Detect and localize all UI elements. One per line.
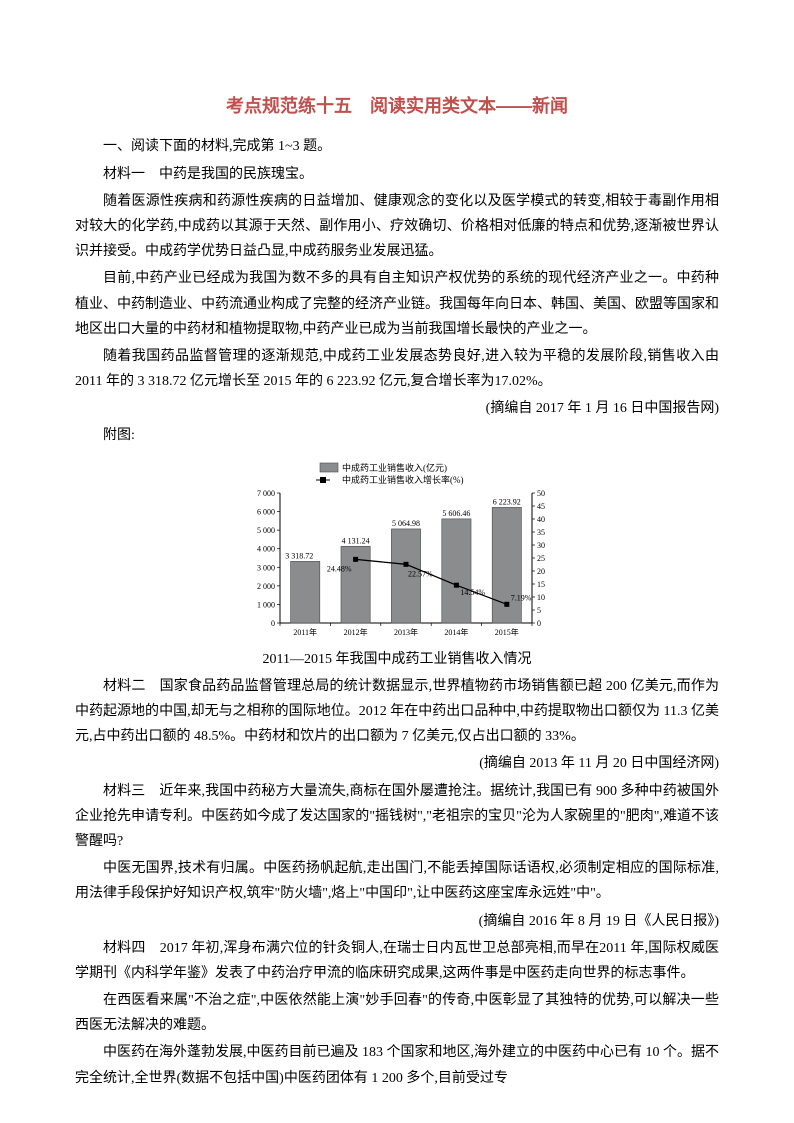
material3-p1: 材料三 近年来,我国中药秘方大量流失,商标在国外屡遭抢注。据统计,我国已有 90… [75,779,719,855]
svg-text:5 000: 5 000 [257,526,275,535]
svg-text:2011年: 2011年 [293,627,317,637]
material1-p2: 目前,中药产业已经成为我国为数不多的具有自主知识产权优势的系统的现代经济产业之一… [75,266,719,342]
svg-text:22.57%: 22.57% [408,569,433,578]
chart-svg: 中成药工业销售收入(亿元)中成药工业销售收入增长率(%) 0 1 000 2 000 3… [232,455,562,645]
svg-text:0: 0 [271,619,275,628]
svg-text:2014年: 2014年 [444,627,468,637]
svg-text:2015年: 2015年 [495,627,519,637]
chart-container: 中成药工业销售收入(亿元)中成药工业销售收入增长率(%) 0 1 000 2 000 3… [75,455,719,645]
material4-p1: 材料四 2017 年初,浑身布满穴位的针灸铜人,在瑞士日内瓦世卫总部亮相,而早在… [75,936,719,986]
svg-text:2013年: 2013年 [394,627,418,637]
source-3: (摘编自 2016 年 8 月 19 日《人民日报》) [75,909,719,934]
svg-text:30: 30 [537,541,545,550]
svg-text:3 000: 3 000 [257,563,275,572]
question-intro: 一、阅读下面的材料,完成第 1~3 题。 [75,134,719,159]
material4-p3: 中医药在海外蓬勃发展,中医药目前已遍及 183 个国家和地区,海外建立的中医药中… [75,1040,719,1090]
svg-text:45: 45 [537,502,545,511]
material1-p1: 随着医源性疾病和药源性疾病的日益增加、健康观念的变化以及医学模式的转变,相较于毒… [75,189,719,265]
svg-text:7 000: 7 000 [257,489,275,498]
svg-text:20: 20 [537,567,545,576]
svg-text:6 000: 6 000 [257,507,275,516]
svg-text:3 318.72: 3 318.72 [285,551,313,560]
material1-p3: 随着我国药品监督管理的逐渐规范,中成药工业发展态势良好,进入较为平稳的发展阶段,… [75,344,719,394]
source-2: (摘编自 2013 年 11 月 20 日中国经济网) [75,751,719,776]
svg-text:1 000: 1 000 [257,600,275,609]
svg-text:40: 40 [537,515,545,524]
source-1: (摘编自 2017 年 1 月 16 日中国报告网) [75,396,719,421]
material3-p2: 中医无国界,技术有归属。中医药扬帆起航,走出国门,不能丢掉国际话语权,必须制定相… [75,856,719,906]
svg-text:50: 50 [537,489,545,498]
svg-text:2 000: 2 000 [257,581,275,590]
svg-text:10: 10 [537,593,545,602]
svg-text:5 606.46: 5 606.46 [442,509,470,518]
svg-text:35: 35 [537,528,545,537]
svg-text:25: 25 [537,554,545,563]
attachment-label: 附图: [75,423,719,448]
material4-p2: 在西医看来属"不治之症",中医依然能上演"妙手回春"的传奇,中医彰显了其独特的优… [75,988,719,1038]
svg-text:2012年: 2012年 [344,627,368,637]
svg-text:15: 15 [537,580,545,589]
svg-text:中成药工业销售收入增长率(%): 中成药工业销售收入增长率(%) [342,474,464,485]
page-title: 考点规范练十五 阅读实用类文本——新闻 [75,90,719,122]
svg-text:5 064.98: 5 064.98 [392,519,420,528]
material2-p1: 材料二 国家食品药品监督管理总局的统计数据显示,世界植物药市场销售额已超 200… [75,674,719,750]
material1-head: 材料一 中药是我国的民族瑰宝。 [75,162,719,187]
chart-caption: 2011—2015 年我国中成药工业销售收入情况 [75,647,719,672]
svg-text:0: 0 [537,619,541,628]
svg-text:4 131.24: 4 131.24 [342,536,370,545]
svg-text:5: 5 [537,606,541,615]
svg-text:中成药工业销售收入(亿元): 中成药工业销售收入(亿元) [342,462,447,473]
svg-text:24.48%: 24.48% [327,564,352,573]
svg-text:14.54%: 14.54% [460,588,485,597]
svg-text:4 000: 4 000 [257,544,275,553]
svg-text:6 223.92: 6 223.92 [493,497,521,506]
svg-text:7.19%: 7.19% [511,593,532,602]
